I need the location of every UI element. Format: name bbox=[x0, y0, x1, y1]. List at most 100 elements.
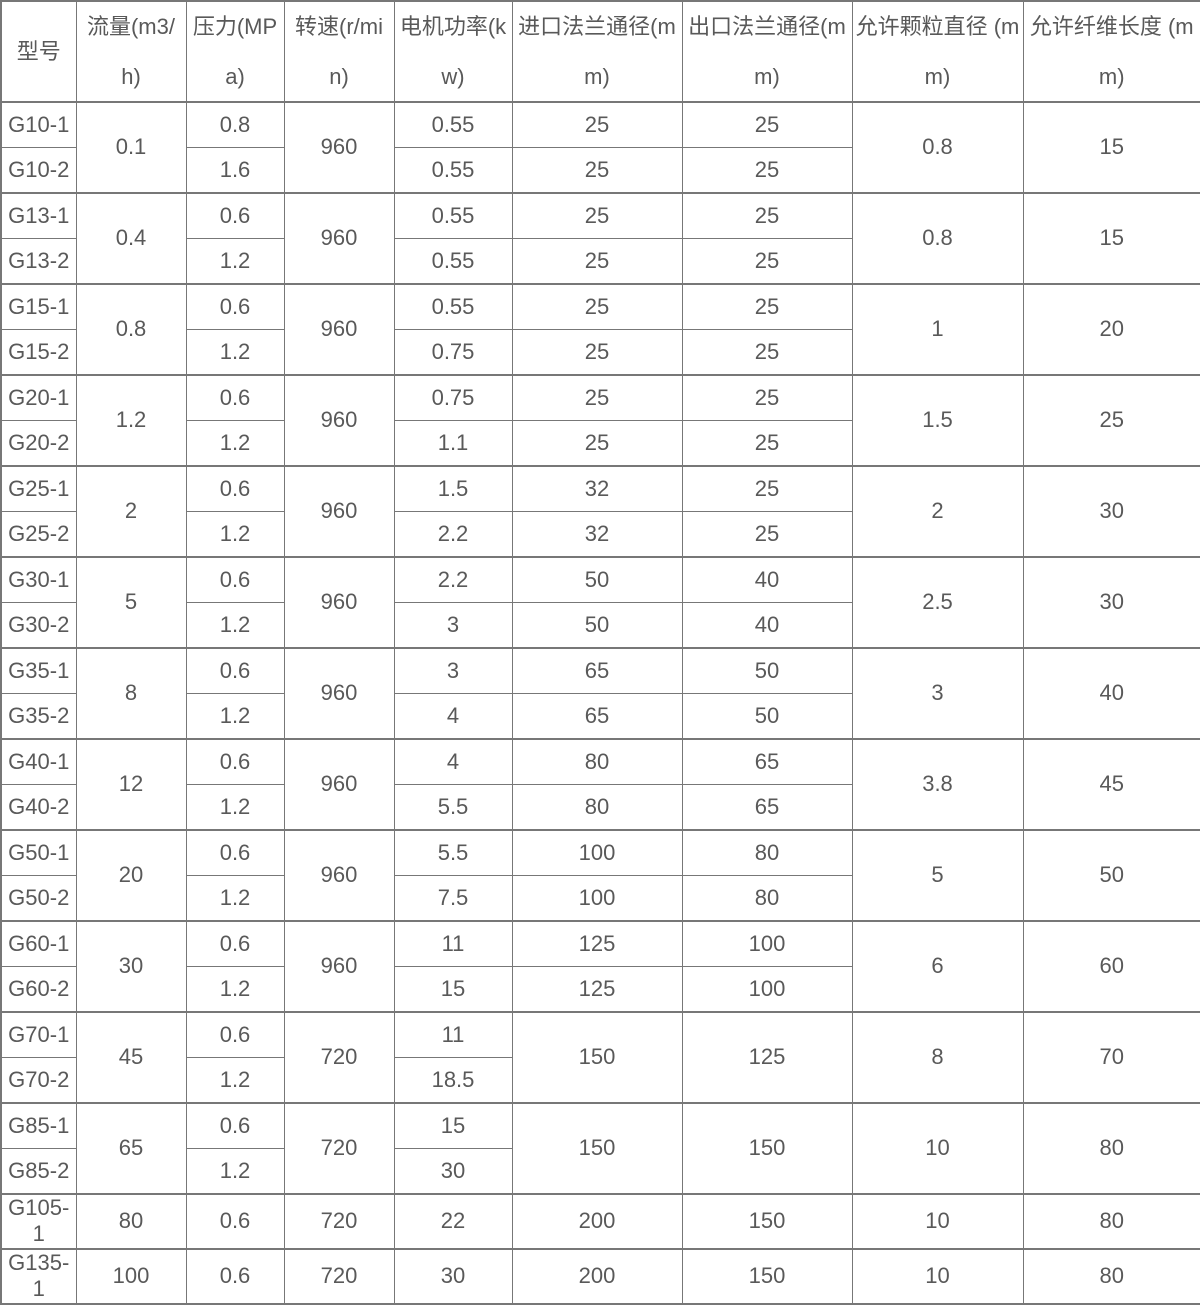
model-cell: G135-1 bbox=[0, 1247, 77, 1305]
table-cell: 30 bbox=[1022, 556, 1200, 649]
table-cell: 80 bbox=[1022, 1193, 1200, 1250]
table-cell: 150 bbox=[681, 1247, 853, 1305]
table-row: G30-1 5 0.6 960 2.2 50 40 2.5 30 bbox=[0, 556, 1200, 649]
table-cell: 15 bbox=[1022, 101, 1200, 194]
table-cell: 200 bbox=[511, 1247, 683, 1305]
table-cell: 0.6 bbox=[185, 647, 285, 694]
table-cell: 80 bbox=[511, 784, 683, 831]
table-cell: 0.6 bbox=[185, 465, 285, 512]
table-cell: 0.6 bbox=[185, 283, 285, 330]
column-header: 允许纤维长度 (mm) bbox=[1022, 0, 1200, 103]
table-cell: 65 bbox=[511, 647, 683, 694]
table-cell: 0.55 bbox=[393, 192, 513, 239]
model-cell: G15-2 bbox=[0, 329, 77, 376]
table-cell: 150 bbox=[681, 1102, 853, 1195]
table-cell: 0.8 bbox=[851, 192, 1024, 285]
model-cell: G70-2 bbox=[0, 1057, 77, 1104]
model-cell: G25-2 bbox=[0, 511, 77, 558]
spec-table-header: 型号 流量(m3/h) 压力(MPa) 转速(r/min) 电机功率(kw) 进口法兰通径… bbox=[0, 0, 1200, 103]
table-cell: 6 bbox=[851, 920, 1024, 1013]
column-header: 型号 bbox=[0, 0, 77, 103]
table-cell: 7.5 bbox=[393, 875, 513, 922]
table-cell: 10 bbox=[851, 1102, 1024, 1195]
model-cell: G15-1 bbox=[0, 283, 77, 330]
table-cell: 32 bbox=[511, 465, 683, 512]
table-cell: 0.6 bbox=[185, 556, 285, 603]
table-cell: 125 bbox=[511, 920, 683, 967]
table-cell: 100 bbox=[681, 920, 853, 967]
table-row: G20-1 1.2 0.6 960 0.75 25 25 1.5 25 bbox=[0, 374, 1200, 467]
table-cell: 2 bbox=[851, 465, 1024, 558]
table-cell: 10 bbox=[851, 1193, 1024, 1250]
table-cell: 960 bbox=[283, 920, 395, 1013]
table-cell: 1.2 bbox=[185, 966, 285, 1013]
table-cell: 25 bbox=[511, 238, 683, 285]
table-row: G105-1 80 0.6 720 22 200 150 10 80 bbox=[0, 1193, 1200, 1250]
table-cell: 5 bbox=[851, 829, 1024, 922]
table-cell: 5.5 bbox=[393, 784, 513, 831]
column-header: 进口法兰通径(mm) bbox=[511, 0, 683, 103]
table-cell: 40 bbox=[681, 556, 853, 603]
table-row: G10-1 0.1 0.8 960 0.55 25 25 0.8 15 bbox=[0, 101, 1200, 194]
table-cell: 0.8 bbox=[75, 283, 187, 376]
table-row: G13-1 0.4 0.6 960 0.55 25 25 0.8 15 bbox=[0, 192, 1200, 285]
table-cell: 1.2 bbox=[185, 1057, 285, 1104]
table-cell: 4 bbox=[393, 693, 513, 740]
table-cell: 960 bbox=[283, 192, 395, 285]
table-cell: 1.6 bbox=[185, 147, 285, 194]
table-cell: 65 bbox=[681, 784, 853, 831]
table-cell: 65 bbox=[511, 693, 683, 740]
table-cell: 1.2 bbox=[185, 420, 285, 467]
table-row: G70-2 1.2 18.5 bbox=[0, 1057, 1200, 1104]
model-cell: G30-1 bbox=[0, 556, 77, 603]
table-cell: 11 bbox=[393, 920, 513, 967]
table-cell: 4 bbox=[393, 738, 513, 785]
table-cell: 0.55 bbox=[393, 147, 513, 194]
table-cell: 15 bbox=[393, 966, 513, 1013]
table-cell: 720 bbox=[283, 1193, 395, 1250]
table-cell: 0.55 bbox=[393, 101, 513, 148]
table-row: G135-1 100 0.6 720 30 200 150 10 80 bbox=[0, 1247, 1200, 1305]
model-cell: G60-1 bbox=[0, 920, 77, 967]
table-cell: 1.5 bbox=[393, 465, 513, 512]
column-header: 出口法兰通径(mm) bbox=[681, 0, 853, 103]
table-cell: 25 bbox=[681, 238, 853, 285]
table-cell: 32 bbox=[511, 511, 683, 558]
table-cell: 25 bbox=[511, 420, 683, 467]
table-cell: 70 bbox=[1022, 1011, 1200, 1104]
table-cell: 30 bbox=[75, 920, 187, 1013]
table-cell: 1.2 bbox=[185, 1148, 285, 1195]
spec-table-body: G10-1 0.1 0.8 960 0.55 25 25 0.8 15 G10-2 1.6 0.55 2… bbox=[0, 101, 1200, 1305]
table-cell: 0.4 bbox=[75, 192, 187, 285]
column-header: 压力(MPa) bbox=[185, 0, 285, 103]
table-cell: 0.8 bbox=[851, 101, 1024, 194]
table-cell: 1.5 bbox=[851, 374, 1024, 467]
table-cell: 25 bbox=[511, 329, 683, 376]
table-cell: 22 bbox=[393, 1193, 513, 1250]
table-row: G70-1 45 0.6 720 11 150 125 8 70 bbox=[0, 1011, 1200, 1104]
table-cell: 1.2 bbox=[185, 875, 285, 922]
table-cell: 65 bbox=[75, 1102, 187, 1195]
model-cell: G40-2 bbox=[0, 784, 77, 831]
table-cell: 200 bbox=[511, 1193, 683, 1250]
table-cell: 30 bbox=[393, 1148, 513, 1195]
model-cell: G40-1 bbox=[0, 738, 77, 785]
table-row: G40-1 12 0.6 960 4 80 65 3.8 45 bbox=[0, 738, 1200, 831]
table-cell: 1.1 bbox=[393, 420, 513, 467]
table-cell: 25 bbox=[681, 101, 853, 148]
table-cell: 0.1 bbox=[75, 101, 187, 194]
table-cell: 0.55 bbox=[393, 238, 513, 285]
header-row: 型号 流量(m3/h) 压力(MPa) 转速(r/min) 电机功率(kw) 进口法兰通径… bbox=[0, 0, 1200, 103]
table-cell: 20 bbox=[1022, 283, 1200, 376]
table-cell: 40 bbox=[1022, 647, 1200, 740]
table-cell: 3.8 bbox=[851, 738, 1024, 831]
table-cell: 25 bbox=[681, 192, 853, 239]
table-row: G15-1 0.8 0.6 960 0.55 25 25 1 20 bbox=[0, 283, 1200, 376]
model-cell: G10-1 bbox=[0, 101, 77, 148]
model-cell: G50-1 bbox=[0, 829, 77, 876]
table-row: G35-2 1.2 4 65 50 bbox=[0, 693, 1200, 740]
table-cell: 960 bbox=[283, 101, 395, 194]
table-cell: 60 bbox=[1022, 920, 1200, 1013]
